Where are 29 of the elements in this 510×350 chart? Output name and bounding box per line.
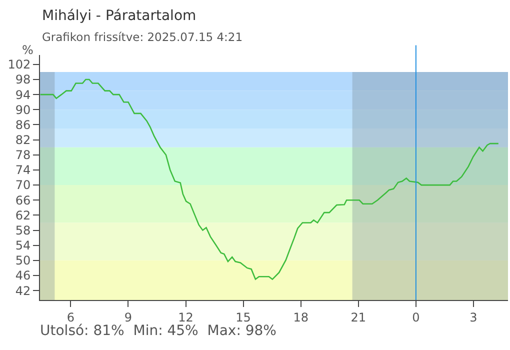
x-tick-label: 15 <box>236 310 251 324</box>
chart-title: Mihályi - Páratartalom <box>42 8 196 24</box>
y-tick-label: 42 <box>15 284 31 298</box>
y-tick-label: 66 <box>15 193 31 208</box>
x-tick-label: 3 <box>470 310 478 324</box>
x-tick-label: 0 <box>412 310 420 324</box>
y-tick-label: 98 <box>15 72 31 87</box>
y-tick-label: 90 <box>15 102 31 117</box>
x-tick-label: 12 <box>178 310 194 324</box>
y-tick-label: 70 <box>15 178 31 192</box>
y-tick-label: 58 <box>15 223 31 238</box>
x-tick-label: 21 <box>350 310 366 324</box>
x-tick-label: 9 <box>124 310 132 324</box>
y-tick-label: 94 <box>15 88 31 102</box>
y-tick-label: 82 <box>15 133 31 148</box>
x-tick-label: 6 <box>66 310 75 324</box>
y-tick-label: 50 <box>15 254 31 268</box>
y-tick-label: 62 <box>15 208 31 222</box>
text: Utolsó: 81% Min: 45% Max: 98% <box>40 323 276 339</box>
y-tick-label: 78 <box>15 148 31 162</box>
y-tick-label: 102 <box>8 58 31 72</box>
y-tick-label: 54 <box>15 238 31 253</box>
line-series <box>40 78 500 280</box>
y-tick-label: 46 <box>15 268 31 283</box>
chart-subtitle: Grafikon frissítve: 2025.07.15 4:21 <box>42 30 243 44</box>
x-tick-label: 18 <box>293 310 308 324</box>
y-tick-label: 86 <box>15 118 31 132</box>
y-axis-title: % <box>22 43 34 57</box>
y-tick-label: 74 <box>15 163 31 178</box>
